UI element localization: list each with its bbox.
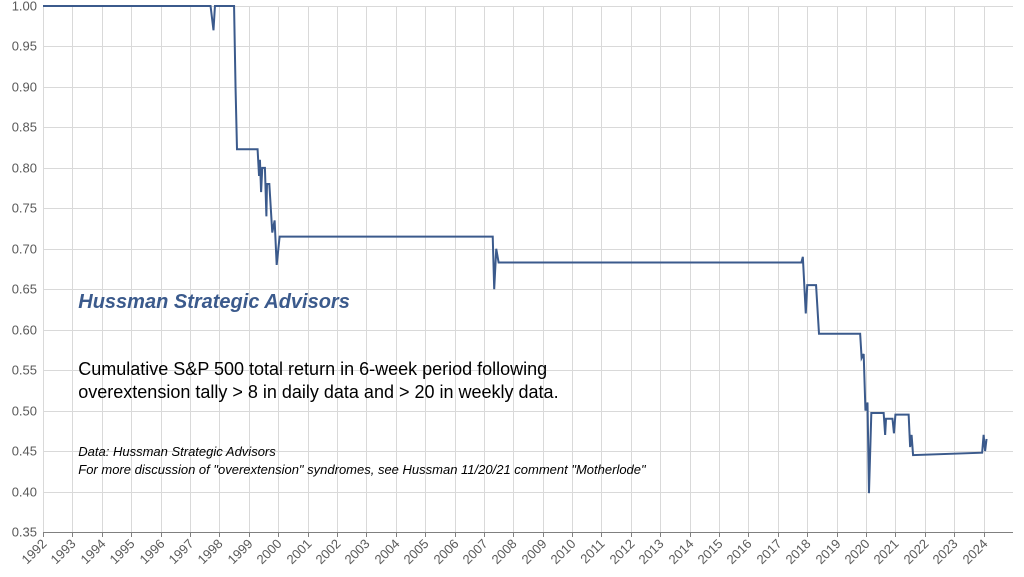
y-tick-label: 0.80 — [12, 160, 43, 175]
y-tick-label: 0.70 — [12, 241, 43, 256]
chart-description-line2: overextension tally > 8 in daily data an… — [78, 381, 558, 404]
y-tick-label: 0.75 — [12, 201, 43, 216]
y-tick-label: 0.40 — [12, 484, 43, 499]
y-tick-label: 1.00 — [12, 0, 43, 14]
chart-description-line1: Cumulative S&P 500 total return in 6-wee… — [78, 358, 558, 381]
x-axis-line — [43, 532, 1013, 533]
x-tick-label-text: 1992 — [19, 536, 50, 567]
chart-description: Cumulative S&P 500 total return in 6-wee… — [78, 358, 558, 403]
chart-container: 0.350.400.450.500.550.600.650.700.750.80… — [0, 0, 1024, 577]
y-tick-label: 0.90 — [12, 79, 43, 94]
y-tick-label: 0.65 — [12, 282, 43, 297]
chart-data-note: Data: Hussman Strategic AdvisorsFor more… — [78, 443, 645, 478]
chart-attribution: Hussman Strategic Advisors — [78, 291, 350, 314]
y-tick-label: 0.60 — [12, 322, 43, 337]
y-tick-label: 0.50 — [12, 403, 43, 418]
plot-area: 0.350.400.450.500.550.600.650.700.750.80… — [42, 6, 1013, 532]
series-polyline — [43, 6, 987, 493]
y-tick-label: 0.55 — [12, 363, 43, 378]
chart-data-note-line1: Data: Hussman Strategic Advisors — [78, 443, 645, 461]
y-tick-label: 0.45 — [12, 444, 43, 459]
y-tick-label: 0.85 — [12, 120, 43, 135]
y-tick-label: 0.95 — [12, 39, 43, 54]
chart-data-note-line2: For more discussion of "overextension" s… — [78, 461, 645, 479]
